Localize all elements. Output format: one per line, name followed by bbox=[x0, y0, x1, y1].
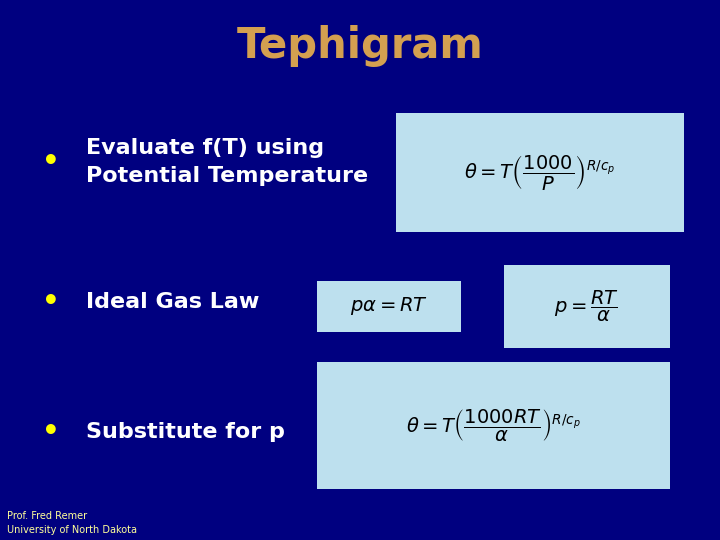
Bar bbox=[317, 281, 461, 332]
Text: •: • bbox=[42, 148, 59, 176]
Text: •: • bbox=[42, 288, 59, 316]
Text: $p = \dfrac{RT}{\alpha}$: $p = \dfrac{RT}{\alpha}$ bbox=[554, 289, 619, 324]
Bar bbox=[504, 265, 670, 348]
Text: Ideal Gas Law: Ideal Gas Law bbox=[86, 292, 260, 313]
Text: $p\alpha = RT$: $p\alpha = RT$ bbox=[350, 295, 428, 318]
Text: Prof. Fred Remer
University of North Dakota: Prof. Fred Remer University of North Dak… bbox=[7, 511, 138, 535]
Text: Tephigram: Tephigram bbox=[237, 25, 483, 67]
Text: $\theta = T\left(\dfrac{1000RT}{\alpha}\right)^{R/c_p}$: $\theta = T\left(\dfrac{1000RT}{\alpha}\… bbox=[406, 407, 580, 443]
Text: Evaluate f(T) using
Potential Temperature: Evaluate f(T) using Potential Temperatur… bbox=[86, 138, 369, 186]
Text: •: • bbox=[42, 418, 59, 446]
Text: $\theta = T\left(\dfrac{1000}{P}\right)^{R/c_p}$: $\theta = T\left(\dfrac{1000}{P}\right)^… bbox=[464, 153, 616, 192]
Bar bbox=[317, 362, 670, 489]
Bar bbox=[396, 113, 684, 232]
Text: Substitute for p: Substitute for p bbox=[86, 422, 285, 442]
